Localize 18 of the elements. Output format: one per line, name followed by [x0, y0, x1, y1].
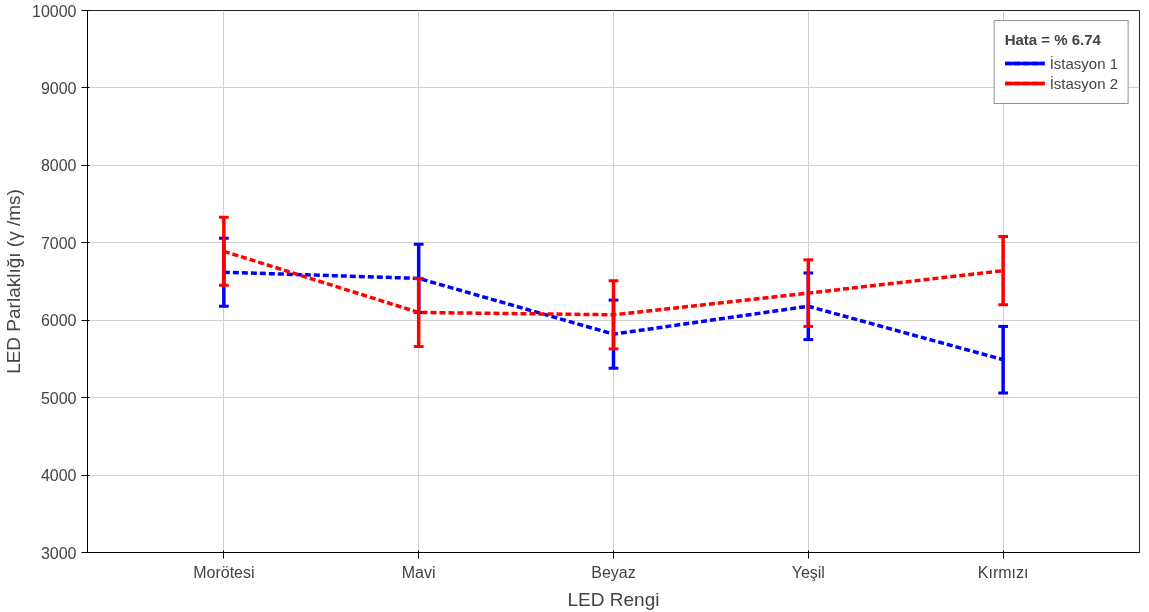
x-tick-label: Beyaz — [591, 563, 636, 581]
x-tick-label: Yeşil — [791, 563, 825, 581]
y-tick-label: 10000 — [32, 2, 77, 20]
y-tick-label: 7000 — [40, 234, 77, 252]
y-tick-label: 3000 — [40, 544, 77, 562]
y-tick-label: 6000 — [40, 312, 77, 330]
y-tick-label: 8000 — [40, 157, 77, 175]
y-tick-label: 9000 — [40, 79, 77, 97]
legend-title: Hata = % 6.74 — [1004, 31, 1102, 48]
x-axis-title: LED Rengi — [567, 588, 660, 610]
y-axis-title: LED Parlaklığı (γ /ms) — [3, 189, 25, 374]
x-tick-label: Mavi — [401, 563, 436, 581]
y-tick-label: 5000 — [40, 389, 77, 407]
x-tick-label: Morötesi — [193, 563, 255, 581]
y-tick-label: 4000 — [40, 467, 77, 485]
x-tick-label: Kırmızı — [977, 563, 1029, 581]
legend-label: İstasyon 1 — [1049, 54, 1118, 72]
legend-label: İstasyon 2 — [1049, 74, 1118, 92]
